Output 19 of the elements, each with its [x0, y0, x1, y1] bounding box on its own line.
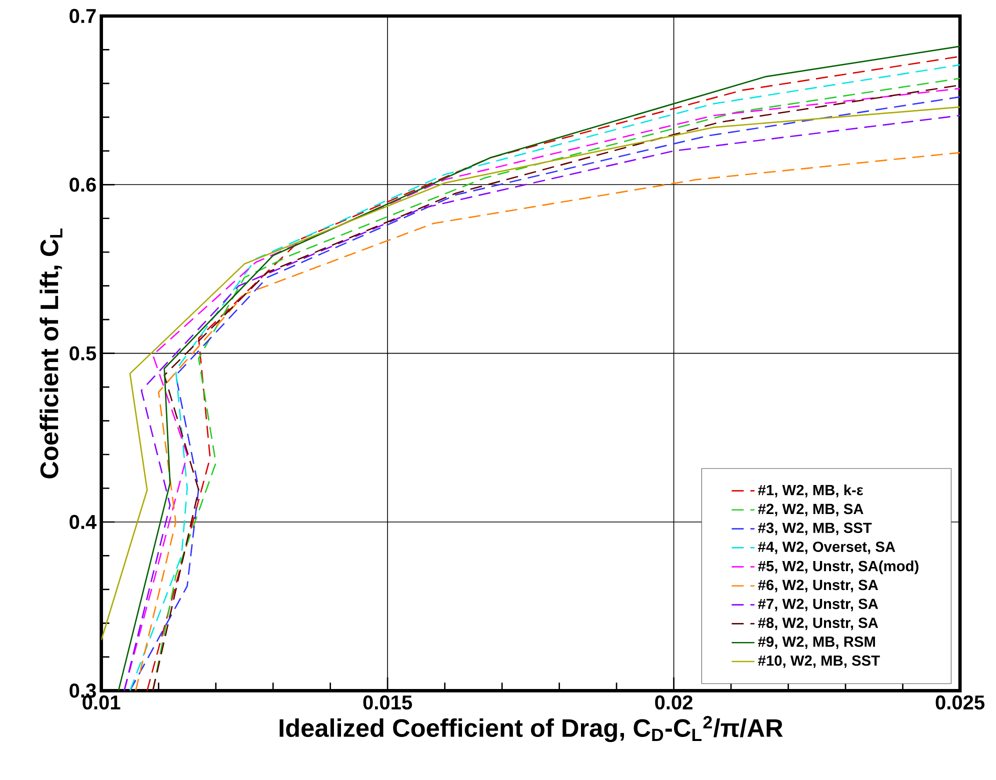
- legend-label: #1, W2, MB, k-ε: [758, 484, 864, 498]
- y-tick-label: 0.7: [70, 8, 96, 24]
- legend-label: #4, W2, Overset, SA: [758, 542, 896, 554]
- legend-label: #6, W2, Unstr, SA: [758, 580, 878, 592]
- y-axis-title: Coefficient of Lift, C$_{L}$: [40, 228, 62, 478]
- x-tick-label: 0.025: [936, 695, 984, 710]
- x-axis-title: Idealized Coefficient of Drag, C$_{D}$-C$_{L}$$^{2}$/π/AR: [280, 716, 783, 742]
- legend-label: #10, W2, MB, SST: [758, 655, 880, 668]
- y-tick-label: 0.6: [70, 178, 96, 192]
- legend-label: #2, W2, MB, SA: [758, 504, 864, 516]
- legend-label: #5, W2, Unstr, SA(mod): [758, 560, 918, 574]
- legend-label: #7, W2, Unstr, SA: [758, 598, 878, 612]
- x-tick-label: 0.015: [363, 695, 412, 710]
- x-tick-label: 0.02: [655, 695, 692, 710]
- legend-label: #3, W2, MB, SST: [758, 522, 872, 536]
- legend-label: #9, W2, MB, RSM: [758, 636, 875, 650]
- y-tick-label: 0.5: [70, 346, 96, 360]
- legend-label: #8, W2, Unstr, SA: [758, 618, 878, 630]
- y-tick-label: 0.4: [70, 514, 97, 530]
